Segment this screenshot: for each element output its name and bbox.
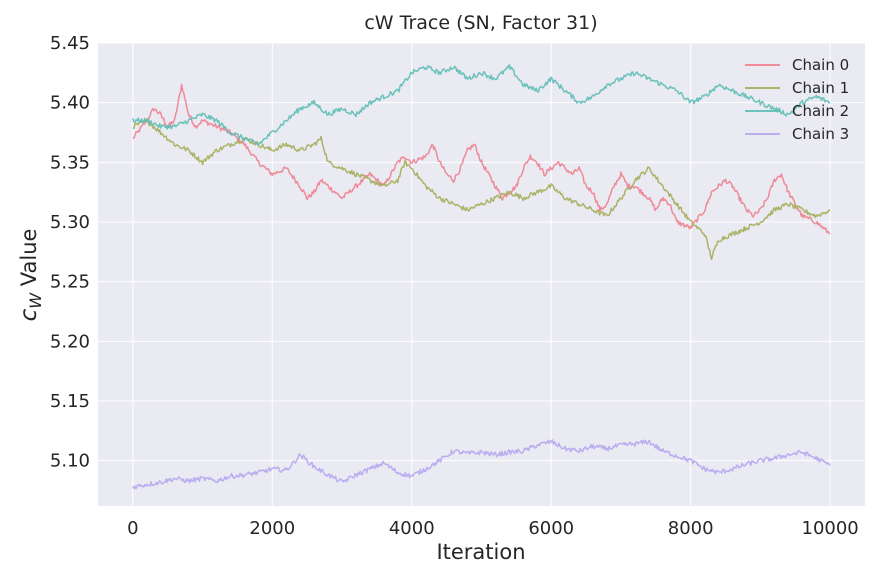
series-line-chain-1 — [132, 118, 831, 261]
x-tick-label: 10000 — [802, 518, 859, 539]
x-tick-label: 4000 — [389, 518, 435, 539]
y-axis-label-rest: Value — [17, 229, 41, 293]
y-axis-label: cW Value — [16, 229, 45, 322]
y-tick-labels: 5.10 5.15 5.20 5.25 5.30 5.35 5.40 5.45 — [50, 33, 90, 472]
x-axis-label: Iteration — [436, 540, 525, 564]
x-tick-label: 6000 — [528, 518, 574, 539]
y-tick-label: 5.30 — [50, 212, 90, 233]
y-tick-label: 5.15 — [50, 391, 90, 412]
y-tick-label: 5.10 — [50, 451, 90, 472]
legend-label-chain-1: Chain 1 — [792, 79, 849, 97]
y-axis-label-main: c — [16, 308, 42, 321]
legend-label-chain-2: Chain 2 — [792, 102, 849, 120]
x-tick-label: 0 — [127, 518, 138, 539]
legend-label-chain-0: Chain 0 — [792, 56, 849, 74]
series-lines — [132, 64, 831, 490]
x-tick-labels: 0 2000 4000 6000 8000 10000 — [127, 518, 859, 539]
series-line-chain-2 — [132, 64, 831, 146]
series-line-chain-0 — [132, 83, 831, 235]
chart-title: cW Trace (SN, Factor 31) — [364, 12, 597, 34]
grid-lines — [98, 42, 865, 506]
y-tick-label: 5.25 — [50, 272, 90, 293]
series-line-chain-3 — [132, 439, 831, 490]
y-tick-label: 5.20 — [50, 331, 90, 352]
y-axis-label-sub: W — [26, 292, 45, 309]
y-tick-label: 5.45 — [50, 33, 90, 54]
x-tick-label: 2000 — [249, 518, 295, 539]
y-tick-label: 5.35 — [50, 152, 90, 173]
x-tick-label: 8000 — [668, 518, 714, 539]
legend-label-chain-3: Chain 3 — [792, 125, 849, 143]
plot-area — [98, 43, 865, 506]
legend: Chain 0 Chain 1 Chain 2 Chain 3 — [745, 56, 849, 143]
y-tick-label: 5.40 — [50, 93, 90, 114]
